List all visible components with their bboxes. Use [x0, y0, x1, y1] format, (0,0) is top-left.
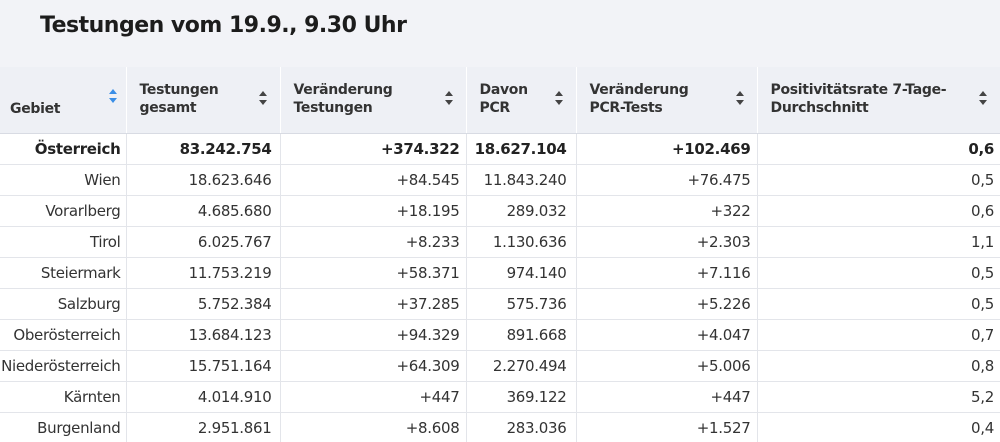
table-row: Österreich 83.242.754 +374.322 18.627.10… — [0, 133, 1000, 165]
sort-icon[interactable] — [735, 91, 745, 105]
table-body: Österreich 83.242.754 +374.322 18.627.10… — [0, 133, 1000, 442]
cell-positivitaetsrate: 1,1 — [756, 226, 1000, 258]
cell-gebiet: Oberösterreich — [0, 319, 126, 351]
sort-icon[interactable] — [108, 89, 118, 103]
page-title: Testungen vom 19.9., 9.30 Uhr — [40, 13, 407, 38]
cell-veraenderung-testungen: +37.285 — [279, 288, 466, 320]
cell-davon-pcr: 974.140 — [465, 257, 576, 289]
cell-davon-pcr: 891.668 — [465, 319, 576, 351]
cell-veraenderung-pcr: +102.469 — [575, 133, 757, 165]
column-header-gebiet[interactable]: Gebiet — [0, 67, 126, 134]
cell-davon-pcr: 2.270.494 — [465, 350, 576, 382]
cell-gebiet: Kärnten — [0, 381, 126, 413]
cell-positivitaetsrate: 0,6 — [756, 133, 1000, 165]
cell-veraenderung-pcr: +5.226 — [575, 288, 757, 320]
cell-gebiet: Salzburg — [0, 288, 126, 320]
cell-testungen-gesamt: 4.014.910 — [125, 381, 280, 413]
cell-gebiet: Wien — [0, 164, 126, 196]
cell-veraenderung-pcr: +4.047 — [575, 319, 757, 351]
cell-gebiet: Österreich — [0, 133, 126, 165]
column-header-veraenderung-pcr[interactable]: Veränderung PCR-Tests — [575, 67, 757, 134]
cell-veraenderung-pcr: +1.527 — [575, 412, 757, 442]
cell-gebiet: Vorarlberg — [0, 195, 126, 227]
table-row: Kärnten 4.014.910 +447 369.122 +447 5,2 — [0, 381, 1000, 413]
sort-icon[interactable] — [979, 91, 988, 105]
column-header-davon-pcr[interactable]: Davon PCR — [465, 67, 576, 134]
cell-positivitaetsrate: 0,6 — [756, 195, 1000, 227]
cell-positivitaetsrate: 0,4 — [756, 412, 1000, 442]
cell-veraenderung-testungen: +18.195 — [279, 195, 466, 227]
table-row: Tirol 6.025.767 +8.233 1.130.636 +2.303 … — [0, 226, 1000, 258]
table-row: Wien 18.623.646 +84.545 11.843.240 +76.4… — [0, 164, 1000, 196]
sort-icon[interactable] — [258, 91, 268, 105]
cell-gebiet: Burgenland — [0, 412, 126, 442]
table-row: Vorarlberg 4.685.680 +18.195 289.032 +32… — [0, 195, 1000, 227]
cell-veraenderung-testungen: +94.329 — [279, 319, 466, 351]
cell-testungen-gesamt: 13.684.123 — [125, 319, 280, 351]
cell-veraenderung-pcr: +7.116 — [575, 257, 757, 289]
column-header-testungen-gesamt[interactable]: Testungen gesamt — [125, 67, 280, 134]
table-row: Steiermark 11.753.219 +58.371 974.140 +7… — [0, 257, 1000, 289]
cell-davon-pcr: 283.036 — [465, 412, 576, 442]
cell-gebiet: Niederösterreich — [0, 350, 126, 382]
cell-davon-pcr: 1.130.636 — [465, 226, 576, 258]
table-row: Salzburg 5.752.384 +37.285 575.736 +5.22… — [0, 288, 1000, 320]
column-header-label: Testungen gesamt — [139, 82, 219, 116]
title-bar: Testungen vom 19.9., 9.30 Uhr — [0, 0, 1000, 67]
cell-davon-pcr: 575.736 — [465, 288, 576, 320]
table-row: Oberösterreich 13.684.123 +94.329 891.66… — [0, 319, 1000, 351]
cell-testungen-gesamt: 2.951.861 — [125, 412, 280, 442]
column-header-label: Veränderung PCR-Tests — [589, 82, 689, 116]
cell-veraenderung-pcr: +76.475 — [575, 164, 757, 196]
column-header-positivitaetsrate[interactable]: Positivitätsrate 7-Tage-Durchschnitt — [756, 67, 1000, 134]
cell-davon-pcr: 11.843.240 — [465, 164, 576, 196]
cell-veraenderung-testungen: +64.309 — [279, 350, 466, 382]
cell-testungen-gesamt: 4.685.680 — [125, 195, 280, 227]
sort-icon[interactable] — [554, 91, 564, 105]
cell-veraenderung-testungen: +374.322 — [279, 133, 466, 165]
cell-testungen-gesamt: 83.242.754 — [125, 133, 280, 165]
column-header-label: Davon PCR — [479, 82, 529, 116]
cell-veraenderung-pcr: +2.303 — [575, 226, 757, 258]
column-header-veraenderung-testungen[interactable]: Veränderung Testungen — [279, 67, 466, 134]
cell-positivitaetsrate: 0,5 — [756, 164, 1000, 196]
cell-positivitaetsrate: 0,5 — [756, 288, 1000, 320]
cell-positivitaetsrate: 0,8 — [756, 350, 1000, 382]
cell-gebiet: Steiermark — [0, 257, 126, 289]
cell-davon-pcr: 289.032 — [465, 195, 576, 227]
column-header-label: Veränderung Testungen — [293, 82, 393, 116]
cell-veraenderung-pcr: +447 — [575, 381, 757, 413]
cell-gebiet: Tirol — [0, 226, 126, 258]
table-row: Burgenland 2.951.861 +8.608 283.036 +1.5… — [0, 412, 1000, 442]
cell-positivitaetsrate: 0,7 — [756, 319, 1000, 351]
cell-testungen-gesamt: 5.752.384 — [125, 288, 280, 320]
column-header-label: Gebiet — [10, 101, 61, 117]
cell-veraenderung-testungen: +8.233 — [279, 226, 466, 258]
cell-davon-pcr: 369.122 — [465, 381, 576, 413]
cell-veraenderung-testungen: +84.545 — [279, 164, 466, 196]
cell-veraenderung-testungen: +8.608 — [279, 412, 466, 442]
cell-testungen-gesamt: 11.753.219 — [125, 257, 280, 289]
cell-veraenderung-testungen: +58.371 — [279, 257, 466, 289]
cell-davon-pcr: 18.627.104 — [465, 133, 576, 165]
cell-positivitaetsrate: 5,2 — [756, 381, 1000, 413]
column-header-label: Positivitätsrate 7-Tage-Durchschnitt — [770, 82, 947, 116]
table-row: Niederösterreich 15.751.164 +64.309 2.27… — [0, 350, 1000, 382]
data-table: Gebiet Testungen gesamt Veränderung Test… — [0, 67, 1000, 442]
cell-veraenderung-testungen: +447 — [279, 381, 466, 413]
cell-testungen-gesamt: 15.751.164 — [125, 350, 280, 382]
table-header: Gebiet Testungen gesamt Veränderung Test… — [0, 67, 1000, 134]
cell-veraenderung-pcr: +322 — [575, 195, 757, 227]
cell-testungen-gesamt: 18.623.646 — [125, 164, 280, 196]
sort-icon[interactable] — [444, 91, 454, 105]
cell-veraenderung-pcr: +5.006 — [575, 350, 757, 382]
cell-positivitaetsrate: 0,5 — [756, 257, 1000, 289]
cell-testungen-gesamt: 6.025.767 — [125, 226, 280, 258]
